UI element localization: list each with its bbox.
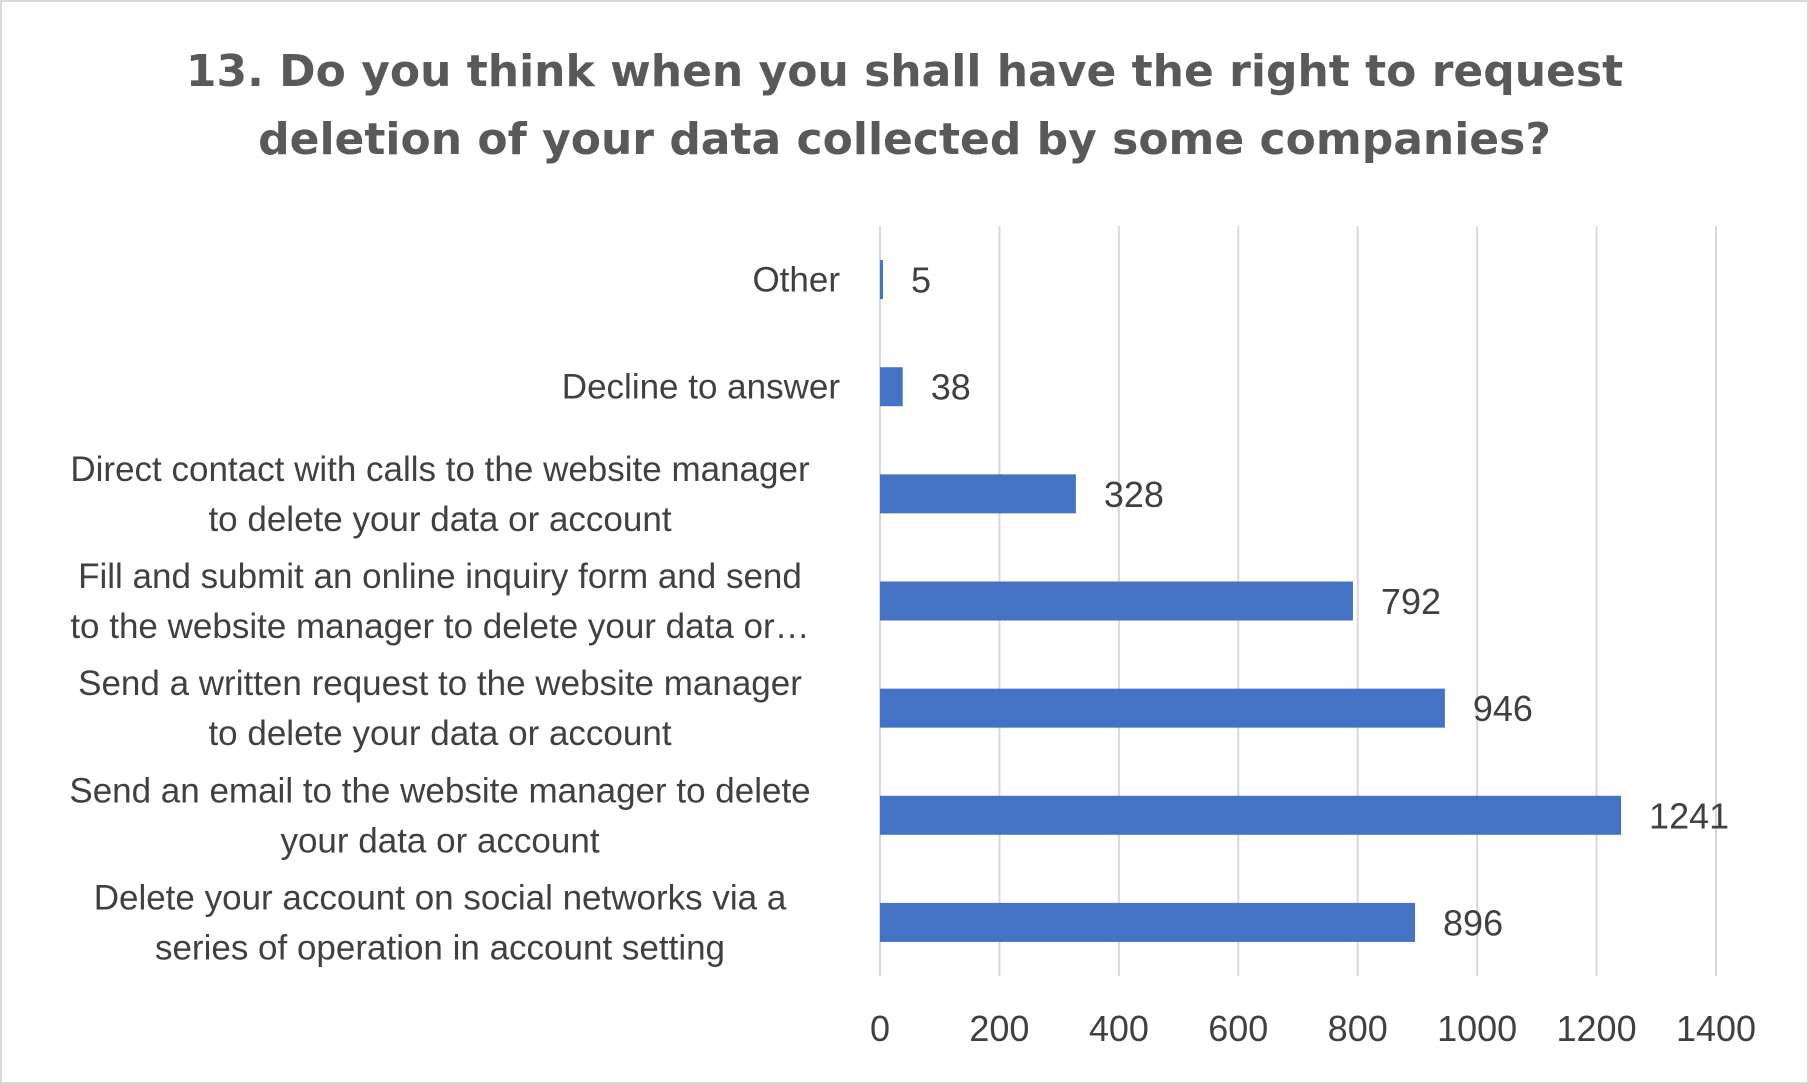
- data-label-6: 896: [1443, 902, 1503, 943]
- category-label-5-line-1: your data or account: [280, 821, 599, 860]
- category-label-6-line-1: series of operation in account setting: [155, 928, 725, 967]
- category-label-2-line-0: Direct contact with calls to the website…: [70, 450, 810, 489]
- bar-3: [880, 581, 1353, 621]
- category-label-3-line-0: Fill and submit an online inquiry form a…: [78, 557, 802, 596]
- bar-2: [880, 474, 1076, 514]
- data-label-3: 792: [1381, 581, 1441, 622]
- category-label-3: Fill and submit an online inquiry form a…: [70, 557, 809, 646]
- category-label-4-line-0: Send a written request to the website ma…: [78, 664, 802, 703]
- x-tick-label-800: 800: [1328, 1008, 1388, 1049]
- category-label-2: Direct contact with calls to the website…: [70, 450, 810, 539]
- chart-title-line-2: deletion of your data collected by some …: [258, 114, 1551, 165]
- bar-5: [880, 795, 1622, 835]
- category-label-0: Other: [752, 261, 840, 300]
- x-tick-label-400: 400: [1089, 1008, 1149, 1049]
- x-tick-label-600: 600: [1208, 1008, 1268, 1049]
- data-label-1: 38: [931, 367, 971, 408]
- category-label-0-line-0: Other: [752, 261, 840, 300]
- bar-0: [880, 260, 883, 300]
- data-labels: 5 38 328 792 946 1241 896: [911, 260, 1729, 944]
- bar-1: [880, 367, 903, 407]
- x-tick-label-1200: 1200: [1557, 1008, 1637, 1049]
- x-tick-label-1400: 1400: [1676, 1008, 1756, 1049]
- data-label-4: 946: [1473, 688, 1533, 729]
- category-label-4-line-1: to delete your data or account: [208, 714, 671, 753]
- category-labels: Other Decline to answer Direct contact wit…: [69, 261, 840, 968]
- category-label-6-line-0: Delete your account on social networks v…: [94, 878, 787, 917]
- category-label-1-line-0: Decline to answer: [562, 368, 841, 407]
- x-tick-label-1000: 1000: [1437, 1008, 1517, 1049]
- data-label-5: 1241: [1649, 795, 1729, 836]
- category-label-5: Send an email to the website manager to …: [69, 771, 810, 860]
- x-tick-label-0: 0: [870, 1008, 890, 1049]
- x-tick-label-200: 200: [969, 1008, 1029, 1049]
- data-label-0: 5: [911, 260, 931, 301]
- bar-4: [880, 688, 1445, 728]
- category-label-4: Send a written request to the website ma…: [78, 664, 802, 753]
- category-label-3-line-1: to the website manager to delete your da…: [70, 607, 809, 646]
- chart-title-line-1: 13. Do you think when you shall have the…: [185, 46, 1624, 97]
- chart-title: 13. Do you think when you shall have the…: [0, 38, 1809, 174]
- category-label-1: Decline to answer: [562, 368, 841, 407]
- data-label-2: 328: [1104, 474, 1164, 515]
- category-label-6: Delete your account on social networks v…: [94, 878, 787, 967]
- bar-6: [880, 902, 1416, 942]
- category-label-2-line-1: to delete your data or account: [208, 500, 671, 539]
- bars: [880, 260, 1622, 942]
- category-label-5-line-0: Send an email to the website manager to …: [69, 771, 810, 810]
- x-axis-tick-labels: 0 200 400 600 800 1000 1200 1400: [870, 1008, 1756, 1049]
